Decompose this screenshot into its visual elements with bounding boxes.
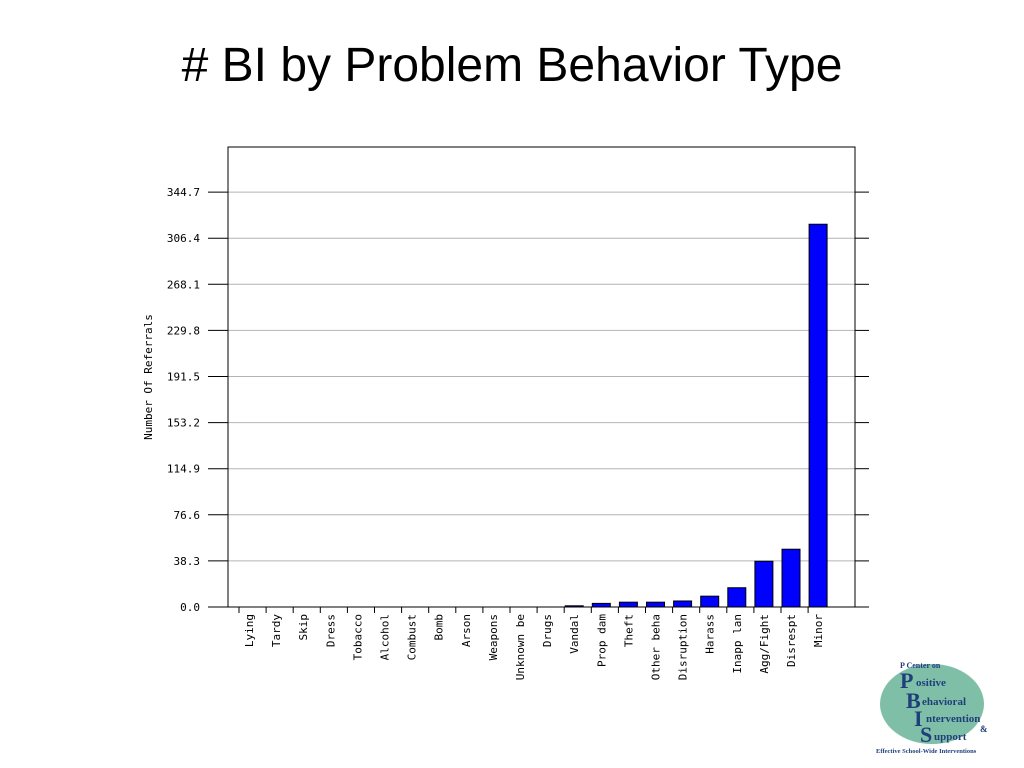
x-tick-label: Skip <box>297 614 310 641</box>
logo-tagline: Effective School-Wide Interventions <box>876 748 977 755</box>
logo-word-positive: ositive <box>916 677 946 689</box>
bar <box>646 601 665 608</box>
x-tick-label: Prop dam <box>595 614 608 667</box>
bar <box>727 587 747 608</box>
x-tick-label: Agg/Fight <box>758 614 771 674</box>
logo-letter-p: P <box>900 668 913 693</box>
logo-word-intervention: ntervention <box>926 713 980 725</box>
logo-header: P Center on <box>900 661 941 670</box>
y-tick-label: 191.5 <box>167 371 200 384</box>
logo-word-behavioral: ehavioral <box>922 696 966 708</box>
y-axis-ticks: 0.0 38.3 76.6 114.9 153.2 191.5 229.8 268.1 306.… <box>167 186 869 614</box>
bar <box>673 600 693 608</box>
x-tick-label: Lying <box>243 614 256 647</box>
bar <box>700 595 720 608</box>
x-tick-label: Vandal <box>568 614 581 654</box>
y-tick-label: 153.2 <box>167 417 200 430</box>
y-axis-title: Number Of Referrals <box>142 314 155 440</box>
logo-ampersand: & <box>980 724 988 734</box>
x-tick-label: Tardy <box>270 614 283 647</box>
x-tick-label: Disruption <box>677 614 690 680</box>
x-tick-label: Alcohol <box>379 614 392 660</box>
logo-word-support: upport <box>934 731 967 743</box>
bar <box>591 602 611 608</box>
x-tick-label: Drugs <box>541 614 554 647</box>
x-tick-label: Tobacco <box>351 614 364 660</box>
logo-letter-i: I <box>914 706 923 731</box>
y-tick-label: 76.6 <box>174 509 201 522</box>
y-tick-label: 268.1 <box>167 278 200 291</box>
x-tick-label: Theft <box>622 614 635 647</box>
x-tick-label: Weapons <box>487 614 500 660</box>
y-tick-label: 114.9 <box>167 463 200 476</box>
y-tick-label: 229.8 <box>167 324 200 337</box>
bar <box>754 560 774 608</box>
y-tick-label: 0.0 <box>180 601 200 614</box>
grid-lines <box>228 191 855 562</box>
bar <box>564 605 584 608</box>
logo-letter-s: S <box>920 722 932 747</box>
x-tick-label: Dress <box>324 614 337 647</box>
x-tick-label: Combust <box>406 614 419 660</box>
x-tick-label: Bomb <box>433 614 446 641</box>
x-tick-label: Arson <box>460 614 473 647</box>
x-tick-label: Minor <box>812 614 825 647</box>
logo-letter-b: B <box>906 688 921 713</box>
x-axis-ticks: Lying Tardy Skip Dress Tobacco Alcohol Combust… <box>238 607 825 680</box>
pbis-logo: P Center on P ositive B ehavioral I nter… <box>876 661 988 755</box>
y-tick-label: 344.7 <box>167 186 200 199</box>
y-tick-label: 306.4 <box>167 232 200 245</box>
x-tick-label: Disrespt <box>785 614 798 667</box>
x-tick-label: Harass <box>704 614 717 654</box>
logo-disc <box>880 664 984 744</box>
bars <box>564 223 828 608</box>
bar <box>618 601 638 608</box>
slide-title: # BI by Problem Behavior Type <box>181 39 843 92</box>
bar <box>781 548 801 608</box>
bar <box>808 223 828 608</box>
x-tick-label: Inapp lan <box>731 614 744 674</box>
y-tick-label: 38.3 <box>174 555 201 568</box>
x-tick-label: Other beha <box>650 614 663 680</box>
x-tick-label: Unknown be <box>514 614 527 680</box>
